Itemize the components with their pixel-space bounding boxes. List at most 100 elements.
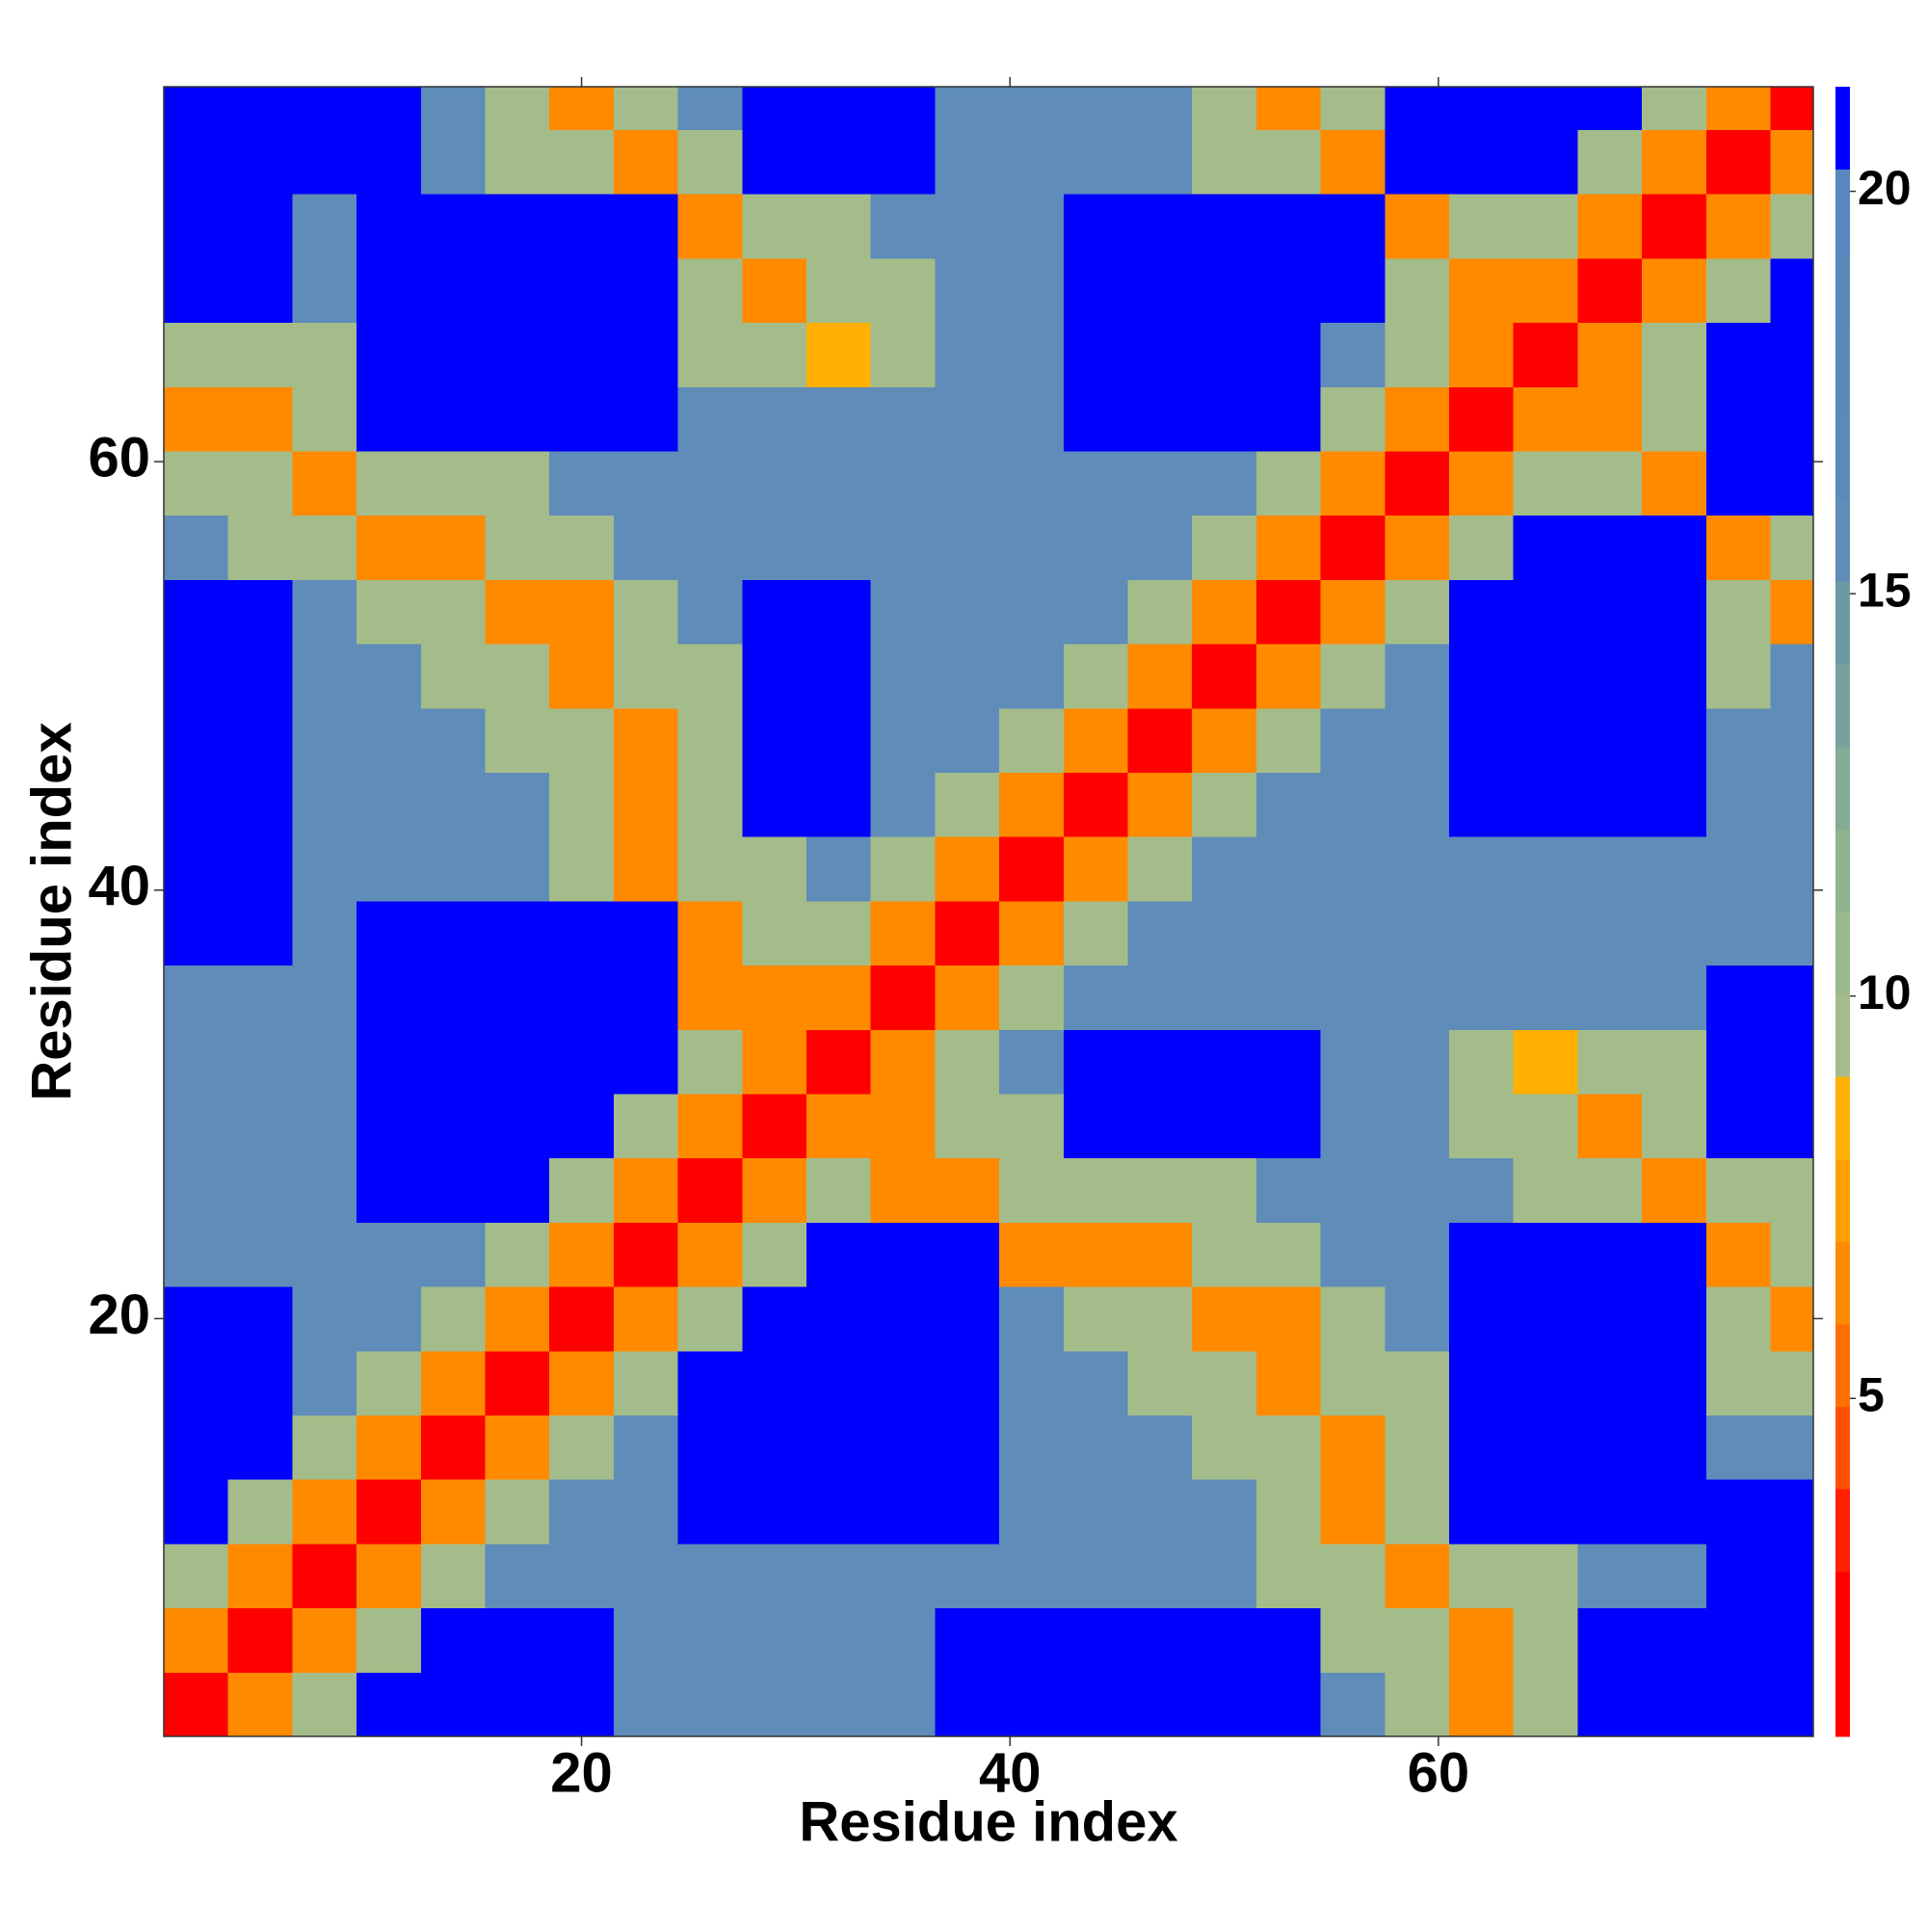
heatmap-cell <box>292 1286 357 1352</box>
heatmap-cell <box>420 1607 487 1673</box>
heatmap-cell <box>549 1093 615 1159</box>
heatmap-cell <box>1063 1415 1129 1480</box>
heatmap-cell <box>1385 644 1450 709</box>
heatmap-cell <box>1642 257 1707 324</box>
heatmap-cell <box>1192 1350 1257 1416</box>
heatmap-cell <box>1063 1029 1129 1095</box>
colorbar-band <box>1835 499 1850 583</box>
heatmap-cell <box>870 707 936 773</box>
heatmap-cell <box>1705 900 1772 966</box>
heatmap-cell <box>1705 1415 1772 1480</box>
heatmap-cell <box>356 707 422 773</box>
heatmap-cell <box>1192 1543 1257 1609</box>
heatmap-cell <box>806 515 872 580</box>
heatmap-cell <box>420 1222 487 1287</box>
heatmap-cell <box>613 965 679 1030</box>
heatmap-cell <box>164 1093 229 1159</box>
heatmap-cell <box>1513 1672 1578 1737</box>
heatmap-cell <box>999 515 1065 580</box>
heatmap-cell <box>1385 836 1450 902</box>
heatmap-cell <box>164 386 229 452</box>
heatmap-cell <box>935 1222 1000 1287</box>
heatmap-cell <box>164 772 229 837</box>
heatmap-cell <box>1255 1672 1322 1737</box>
heatmap-cell <box>935 450 1000 516</box>
heatmap-cell <box>1320 1286 1386 1352</box>
heatmap-cell <box>1770 644 1814 709</box>
heatmap-cell <box>1320 836 1386 902</box>
heatmap-cell <box>1770 1222 1814 1287</box>
heatmap-cell <box>742 1222 807 1287</box>
heatmap-cell <box>1705 1607 1772 1673</box>
heatmap-cell <box>292 515 357 580</box>
heatmap-cell <box>549 1286 615 1352</box>
heatmap-cell <box>1770 900 1814 966</box>
heatmap-cell <box>742 836 807 902</box>
heatmap-cell <box>164 1479 229 1545</box>
heatmap-cell <box>1063 87 1129 130</box>
heatmap-cell <box>1513 194 1578 259</box>
heatmap-cell <box>1642 194 1707 259</box>
heatmap-cell <box>485 1286 550 1352</box>
heatmap-cell <box>999 644 1065 709</box>
heatmap-cell <box>613 1222 679 1287</box>
heatmap-cell <box>806 900 872 966</box>
heatmap-cell <box>1255 1157 1322 1223</box>
heatmap-cell <box>742 644 807 709</box>
heatmap-cell <box>227 515 293 580</box>
heatmap-cell <box>420 900 487 966</box>
heatmap-cell <box>1705 1222 1772 1287</box>
heatmap-cell <box>1063 579 1129 645</box>
heatmap-cell <box>1513 1350 1578 1416</box>
heatmap-cell <box>1577 772 1643 837</box>
heatmap-cell <box>549 1543 615 1609</box>
heatmap-cell <box>870 1029 936 1095</box>
heatmap-cell <box>1770 194 1814 259</box>
heatmap-cell <box>1705 579 1772 645</box>
heatmap-cell <box>806 965 872 1030</box>
heatmap-cell <box>613 450 679 516</box>
heatmap-cell <box>1513 515 1578 580</box>
heatmap-cell <box>227 322 293 387</box>
heatmap-cell <box>1642 836 1707 902</box>
heatmap-cell <box>1705 1093 1772 1159</box>
heatmap-cell <box>420 515 487 580</box>
heatmap-cell <box>1642 579 1707 645</box>
heatmap-cell <box>677 965 743 1030</box>
heatmap-cell <box>549 836 615 902</box>
heatmap-cell <box>1449 579 1515 645</box>
heatmap-cell <box>549 900 615 966</box>
heatmap-cell <box>1063 1222 1129 1287</box>
heatmap-cell <box>870 1607 936 1673</box>
heatmap-cell <box>870 965 936 1030</box>
heatmap-cell <box>613 772 679 837</box>
heatmap-cell <box>806 1543 872 1609</box>
heatmap-cell <box>1770 1543 1814 1609</box>
y-tick-label: 20 <box>88 1284 150 1346</box>
heatmap-cell <box>356 1479 422 1545</box>
heatmap-cell <box>1320 1479 1386 1545</box>
heatmap-cell <box>1320 1029 1386 1095</box>
heatmap-cell <box>1449 1415 1515 1480</box>
heatmap-cell <box>677 707 743 773</box>
heatmap-cell <box>356 579 422 645</box>
heatmap-cell <box>164 579 229 645</box>
heatmap-cell <box>549 1222 615 1287</box>
heatmap-cell <box>613 322 679 387</box>
heatmap-cell <box>999 1543 1065 1609</box>
heatmap-cell <box>806 87 872 130</box>
heatmap-cell <box>935 129 1000 195</box>
heatmap-cell <box>935 1029 1000 1095</box>
heatmap-cell <box>613 707 679 773</box>
heatmap-cell <box>164 1607 229 1673</box>
heatmap-cell <box>1385 1543 1450 1609</box>
heatmap-cell <box>549 87 615 130</box>
colorbar-band <box>1835 912 1850 995</box>
heatmap-cell <box>870 579 936 645</box>
heatmap-cell <box>1577 1543 1643 1609</box>
heatmap-cell <box>1770 1350 1814 1416</box>
heatmap-cell <box>485 1093 550 1159</box>
heatmap-cell <box>1192 322 1257 387</box>
heatmap-cell <box>999 1672 1065 1737</box>
